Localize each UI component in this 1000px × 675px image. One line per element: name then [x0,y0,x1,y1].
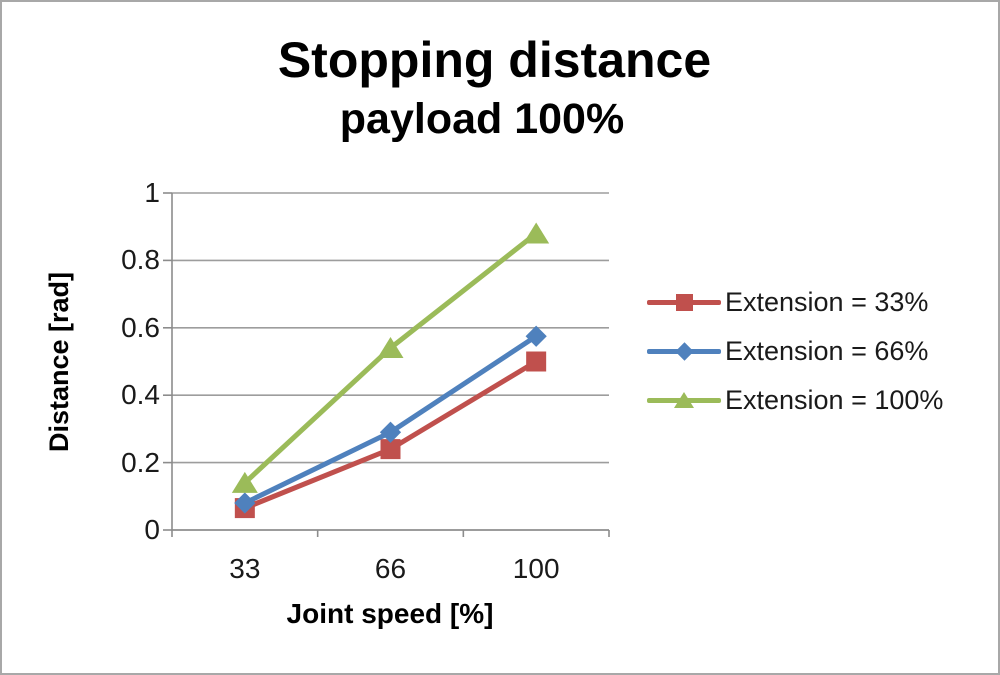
square-marker-icon [647,278,721,327]
data-point-triangle [377,337,404,359]
diamond-marker-icon [647,327,721,376]
y-axis-tick-label: 1 [144,177,160,208]
y-axis-tick-label: 0.6 [121,311,160,343]
y-axis-tick-label: 0 [144,514,160,545]
data-point-diamond [525,325,547,347]
chart-subtitle: payload 100% [339,95,625,143]
x-axis-tick-label: 33 [229,553,261,584]
data-point-triangle [231,471,258,493]
x-axis-tick-label: 66 [374,553,407,584]
legend-item-extension-33: Extension = 33% [647,278,943,327]
x-axis-tick-label: 100 [512,553,560,584]
data-point-square [380,439,401,460]
data-point-triangle [523,222,550,244]
y-axis-tick-label: 0.2 [121,446,160,478]
data-point-square [526,351,547,372]
series-line [242,333,539,506]
legend-item-extension-100: Extension = 100% [647,376,943,425]
legend-label: Extension = 66% [725,336,929,366]
y-axis-tick-label: 0.8 [121,244,160,276]
legend-label: Extension = 100% [725,385,944,415]
chart-title: Stopping distance [277,32,712,88]
y-axis-tick-label: 0.4 [121,379,160,411]
legend-item-extension-66: Extension = 66% [647,327,943,376]
legend-label: Extension = 33% [725,287,929,317]
x-axis-title: Joint speed [%] [286,598,494,629]
legend: Extension = 33% Extension = 66% Extensio… [647,278,943,425]
triangle-marker-icon [647,376,721,425]
